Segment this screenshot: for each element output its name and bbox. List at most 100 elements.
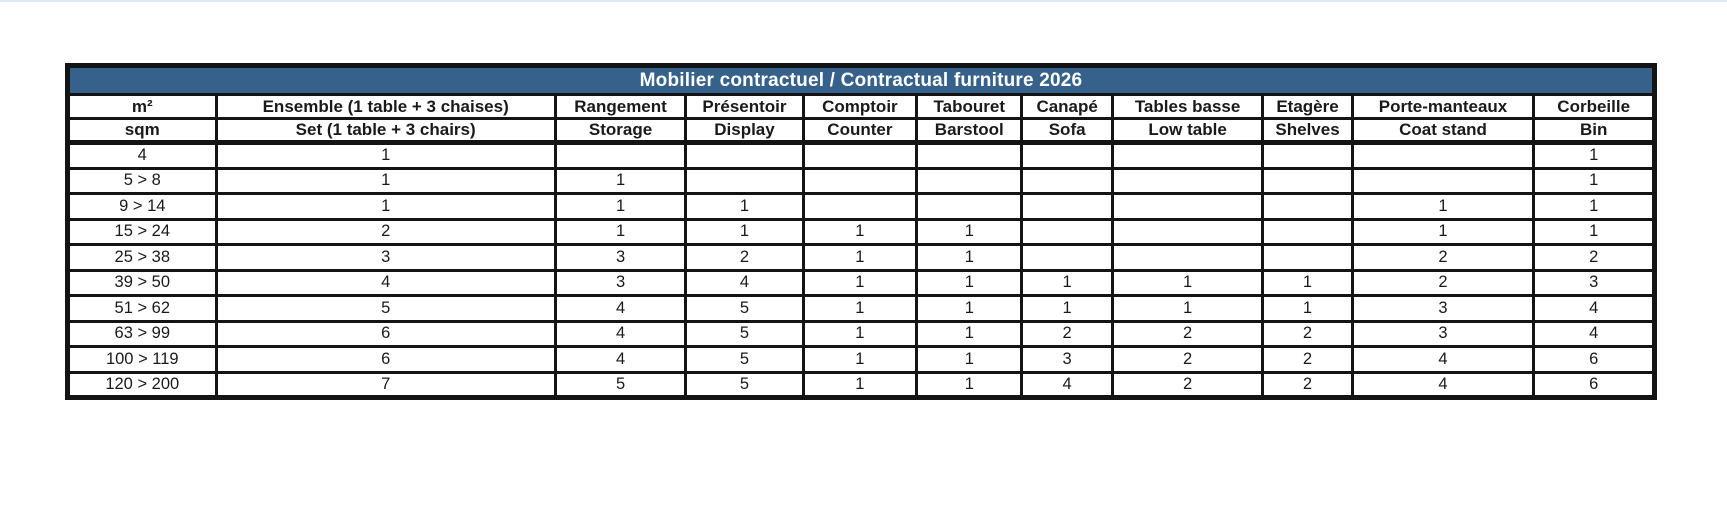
table-row: 25 > 38 3 3 2 1 1 2 2: [66, 243, 1656, 272]
column-header-en-display: Display: [684, 117, 805, 145]
cell-shelves: [1261, 166, 1354, 195]
cell-barstool: 1: [915, 294, 1024, 323]
cell-display: [684, 141, 805, 170]
header-row-french: m² Ensemble (1 table + 3 chaises) Rangemen…: [66, 93, 1656, 120]
cell-bin: 3: [1532, 268, 1656, 297]
cell-counter: 1: [801, 243, 919, 272]
cell-display: 5: [684, 370, 805, 399]
cell-coat-stand: [1350, 141, 1536, 170]
cell-coat-stand: 4: [1350, 370, 1536, 399]
cell-shelves: 2: [1261, 370, 1354, 399]
cell-low-table: 2: [1110, 345, 1265, 374]
table-title-row: Mobilier contractuel / Contractual furni…: [66, 64, 1656, 96]
row-label-sqm: 100 > 119: [66, 345, 218, 374]
cell-storage: 1: [553, 192, 688, 221]
row-label-sqm: 4: [66, 141, 218, 170]
column-header-fr-storage: Rangement: [553, 93, 688, 120]
cell-bin: 6: [1532, 345, 1656, 374]
column-header-en-counter: Counter: [801, 117, 919, 145]
row-label-sqm: 9 > 14: [66, 192, 218, 221]
cell-shelves: [1261, 141, 1354, 170]
row-label-sqm: 39 > 50: [66, 268, 218, 297]
column-header-fr-shelves: Etagère: [1261, 93, 1354, 120]
table-row: 120 > 200 7 5 5 1 1 4 2 2 4 6: [66, 370, 1656, 399]
column-header-en-shelves: Shelves: [1261, 117, 1354, 145]
cell-bin: 1: [1532, 217, 1656, 246]
cell-set-1-table-3-chairs: 1: [214, 192, 557, 221]
cell-storage: 4: [553, 345, 688, 374]
cell-low-table: [1110, 166, 1265, 195]
column-header-en-sofa: Sofa: [1020, 117, 1114, 145]
cell-counter: 1: [801, 268, 919, 297]
table-row: 100 > 119 6 4 5 1 1 3 2 2 4 6: [66, 345, 1656, 374]
row-label-sqm: 5 > 8: [66, 166, 218, 195]
cell-sofa: 1: [1020, 294, 1114, 323]
cell-shelves: 2: [1261, 319, 1354, 348]
cell-shelves: 2: [1261, 345, 1354, 374]
cell-counter: [801, 141, 919, 170]
table-row: 39 > 50 4 3 4 1 1 1 1 1 2 3: [66, 268, 1656, 297]
cell-sofa: [1020, 141, 1114, 170]
cell-set-1-table-3-chairs: 4: [214, 268, 557, 297]
window-top-edge: [0, 0, 1727, 2]
cell-bin: 6: [1532, 370, 1656, 399]
cell-barstool: [915, 141, 1024, 170]
cell-low-table: 1: [1110, 294, 1265, 323]
cell-set-1-table-3-chairs: 6: [214, 345, 557, 374]
cell-barstool: 1: [915, 319, 1024, 348]
cell-coat-stand: 3: [1350, 294, 1536, 323]
cell-low-table: [1110, 141, 1265, 170]
cell-barstool: [915, 192, 1024, 221]
cell-bin: 4: [1532, 294, 1656, 323]
cell-bin: 1: [1532, 166, 1656, 195]
cell-storage: 1: [553, 217, 688, 246]
row-label-sqm: 120 > 200: [66, 370, 218, 399]
row-label-sqm: 63 > 99: [66, 319, 218, 348]
column-header-fr-sofa: Canapé: [1020, 93, 1114, 120]
cell-shelves: [1261, 192, 1354, 221]
cell-sofa: 4: [1020, 370, 1114, 399]
cell-display: 5: [684, 319, 805, 348]
row-label-sqm: 15 > 24: [66, 217, 218, 246]
cell-set-1-table-3-chairs: 1: [214, 166, 557, 195]
cell-display: 5: [684, 294, 805, 323]
cell-coat-stand: 1: [1350, 192, 1536, 221]
cell-coat-stand: [1350, 166, 1536, 195]
cell-coat-stand: 3: [1350, 319, 1536, 348]
cell-set-1-table-3-chairs: 6: [214, 319, 557, 348]
cell-storage: 4: [553, 294, 688, 323]
furniture-table-container: Mobilier contractuel / Contractual furni…: [65, 63, 1657, 400]
column-header-fr-display: Présentoir: [684, 93, 805, 120]
cell-barstool: 1: [915, 268, 1024, 297]
column-header-fr-set-1-table-3-chairs: Ensemble (1 table + 3 chaises): [214, 93, 557, 120]
cell-sofa: 1: [1020, 268, 1114, 297]
column-header-fr-counter: Comptoir: [801, 93, 919, 120]
cell-set-1-table-3-chairs: 7: [214, 370, 557, 399]
cell-barstool: 1: [915, 370, 1024, 399]
cell-sofa: [1020, 166, 1114, 195]
cell-set-1-table-3-chairs: 5: [214, 294, 557, 323]
cell-storage: 3: [553, 268, 688, 297]
cell-bin: 1: [1532, 141, 1656, 170]
cell-barstool: 1: [915, 243, 1024, 272]
column-header-fr-barstool: Tabouret: [915, 93, 1024, 120]
cell-low-table: 2: [1110, 370, 1265, 399]
cell-storage: 3: [553, 243, 688, 272]
cell-counter: 1: [801, 217, 919, 246]
cell-set-1-table-3-chairs: 1: [214, 141, 557, 170]
row-label-sqm: 51 > 62: [66, 294, 218, 323]
cell-coat-stand: 2: [1350, 243, 1536, 272]
column-header-en-storage: Storage: [553, 117, 688, 145]
column-header-fr-low-table: Tables basse: [1110, 93, 1265, 120]
cell-low-table: [1110, 243, 1265, 272]
cell-sofa: [1020, 217, 1114, 246]
cell-coat-stand: 1: [1350, 217, 1536, 246]
cell-barstool: 1: [915, 345, 1024, 374]
column-header-en-low-table: Low table: [1110, 117, 1265, 145]
column-header-en-bin: Bin: [1532, 117, 1656, 145]
cell-counter: 1: [801, 319, 919, 348]
cell-sofa: [1020, 243, 1114, 272]
column-header-fr-bin: Corbeille: [1532, 93, 1656, 120]
